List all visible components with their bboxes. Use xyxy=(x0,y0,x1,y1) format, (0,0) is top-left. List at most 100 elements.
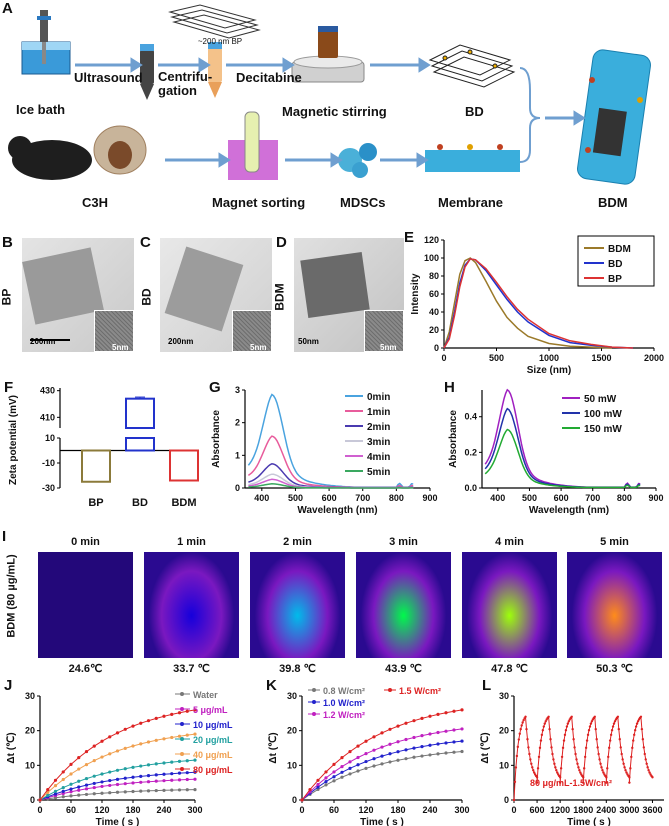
data-point xyxy=(428,714,432,718)
x-tick-label: 400 xyxy=(254,493,269,503)
x-tick-label: 500 xyxy=(288,493,303,503)
data-point xyxy=(92,759,96,763)
process-arrows xyxy=(75,57,586,168)
bd-label: BD xyxy=(465,104,484,119)
data-point xyxy=(372,735,376,739)
legend: 0min 1min 2min 3min 4min 5min xyxy=(345,392,390,478)
data-point xyxy=(571,727,574,731)
data-point xyxy=(388,727,392,731)
legend-label: 2min xyxy=(367,422,390,433)
panel-a-letter: A xyxy=(2,0,13,17)
panel-letter: H xyxy=(444,379,455,396)
data-point xyxy=(552,758,555,761)
bdm-label: BDM xyxy=(598,195,628,210)
data-point xyxy=(53,778,58,782)
data-point xyxy=(585,739,589,742)
data-point xyxy=(139,780,143,784)
legend-marker xyxy=(180,737,184,741)
data-point xyxy=(380,745,384,749)
data-point xyxy=(599,762,602,765)
data-point xyxy=(332,775,336,779)
data-point xyxy=(612,722,616,725)
thermal-temperature-label: 39.8 ℃ xyxy=(279,663,316,675)
bdm-scale-inset: 5nm xyxy=(380,343,397,352)
data-point xyxy=(606,767,609,770)
data-point xyxy=(348,772,352,776)
data-point xyxy=(539,739,543,742)
y-tick-label: 0 xyxy=(504,795,509,805)
data-point xyxy=(561,746,565,750)
data-point xyxy=(412,755,416,759)
data-point xyxy=(77,785,81,789)
data-point xyxy=(115,749,120,753)
data-point xyxy=(123,776,127,780)
data-point xyxy=(527,746,530,749)
y-tick-label: 20 xyxy=(25,726,35,736)
data-point xyxy=(53,796,58,800)
data-point xyxy=(646,766,649,769)
data-point xyxy=(611,725,615,728)
panel-b-letter: B xyxy=(2,234,13,251)
bdm-particle-icon xyxy=(577,49,651,185)
panel-letter: E xyxy=(404,229,414,246)
data-point xyxy=(460,739,464,743)
y-tick-label: -30 xyxy=(42,483,55,493)
legend-label: 1.2 W/cm² xyxy=(323,710,365,720)
data-point xyxy=(616,715,620,718)
ultrasound-tube-icon xyxy=(140,44,154,100)
data-point xyxy=(629,767,632,770)
data-point xyxy=(100,739,104,743)
x-tick-label: 120 xyxy=(94,805,109,815)
chart-h-absorbance-power: 400 500 600 700 800 900 0.0 0.2 0.4 Wavelength (n… xyxy=(444,379,664,516)
data-point xyxy=(146,763,151,767)
x-tick-label: 2000 xyxy=(644,353,664,363)
data-point xyxy=(193,770,197,774)
centrifugation-label: Centrifu- gation xyxy=(158,69,213,98)
data-point xyxy=(623,766,626,769)
data-point xyxy=(412,735,416,740)
legend-label: BP xyxy=(608,274,622,285)
data-point xyxy=(185,733,189,737)
data-point xyxy=(412,719,416,723)
data-point xyxy=(364,739,368,743)
thermal-temperature-label: 47.8 ℃ xyxy=(491,663,528,675)
data-point xyxy=(610,729,614,732)
series-5min xyxy=(248,483,414,489)
data-point xyxy=(516,745,520,749)
bdm-side-label: BDM xyxy=(272,283,287,311)
y-tick-label: 30 xyxy=(25,691,35,701)
x-tick-label: 1200 xyxy=(550,805,570,815)
y-tick-label: 0.0 xyxy=(464,483,477,493)
data-point xyxy=(452,740,456,744)
bd-tem-image xyxy=(160,238,272,352)
data-point xyxy=(348,766,352,770)
y-axis-label: Δt (℃) xyxy=(268,732,279,763)
data-point xyxy=(69,772,73,776)
legend-marker xyxy=(180,692,184,696)
data-point xyxy=(541,729,545,732)
data-point xyxy=(590,720,594,723)
data-point xyxy=(567,720,571,723)
data-point xyxy=(131,781,135,785)
decitabine-label: Decitabine xyxy=(236,70,302,85)
data-point xyxy=(573,746,576,749)
data-point xyxy=(131,775,135,779)
x-axis-label: Wavelength (nm) xyxy=(529,505,609,516)
data-point xyxy=(115,782,120,787)
chart-k-power-heating: 0 60 120 180 240 300 0 10 20 30 Time ( s ) Δt (℃) K 0… xyxy=(266,677,470,826)
data-point xyxy=(69,782,73,786)
data-point xyxy=(146,780,151,784)
data-point xyxy=(515,754,519,758)
data-point xyxy=(84,792,89,797)
data-point xyxy=(154,773,158,777)
y-tick-label: 60 xyxy=(429,289,439,299)
x-tick-label: 60 xyxy=(66,805,76,815)
y-axis-label: Intensity xyxy=(410,273,421,315)
y-axis-label: Δt (℃) xyxy=(6,732,17,763)
bp-scale-inset: 5nm xyxy=(112,343,129,352)
data-point xyxy=(69,787,73,791)
data-point xyxy=(162,737,166,741)
data-point xyxy=(560,755,564,759)
series-100mw xyxy=(484,407,641,489)
data-point xyxy=(404,721,408,725)
